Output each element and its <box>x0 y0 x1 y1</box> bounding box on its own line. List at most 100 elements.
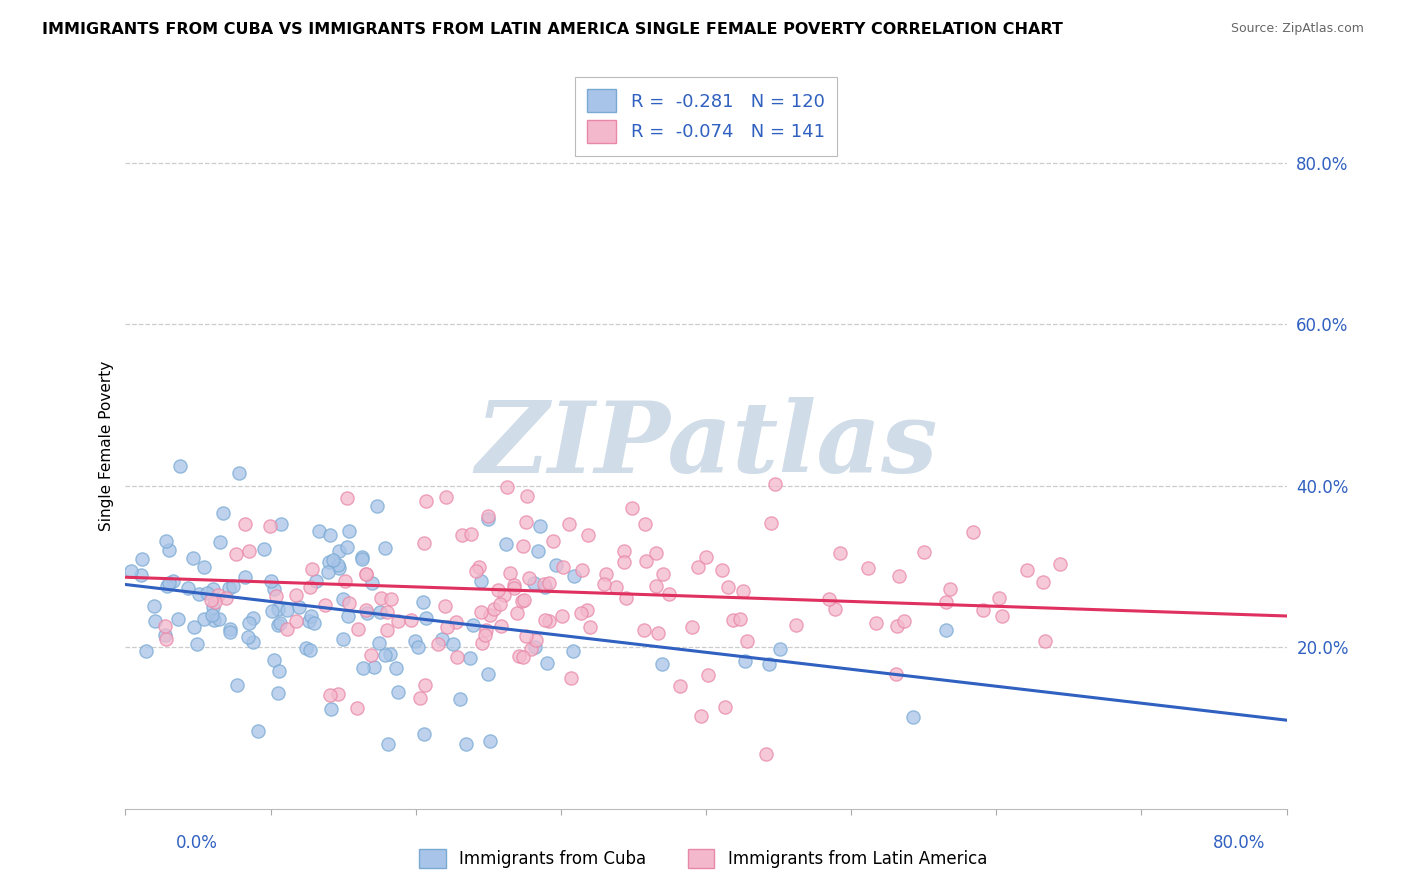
Point <box>162 574 184 588</box>
Point <box>681 620 703 634</box>
Point <box>527 544 550 558</box>
Point <box>558 516 581 531</box>
Point <box>336 540 359 554</box>
Point <box>551 609 574 624</box>
Point <box>242 611 264 625</box>
Point <box>492 588 515 602</box>
Point <box>579 620 602 634</box>
Point <box>202 614 225 628</box>
Point <box>368 636 391 650</box>
Point <box>520 642 543 657</box>
Point <box>319 688 342 702</box>
Point <box>380 591 402 606</box>
Point <box>865 615 887 630</box>
Point <box>356 567 378 582</box>
Point <box>495 537 517 551</box>
Point <box>551 560 574 574</box>
Point <box>901 710 924 724</box>
Point <box>479 607 502 622</box>
Point <box>935 623 957 637</box>
Point <box>887 569 910 583</box>
Point <box>658 587 681 601</box>
Point <box>193 612 215 626</box>
Legend: R =  -0.281   N = 120, R =  -0.074   N = 141: R = -0.281 N = 120, R = -0.074 N = 141 <box>575 77 838 155</box>
Point <box>299 642 322 657</box>
Point <box>366 499 388 513</box>
Point <box>238 615 260 630</box>
Point <box>912 545 935 559</box>
Point <box>478 734 501 748</box>
Point <box>409 690 432 705</box>
Point <box>645 545 668 559</box>
Point <box>299 609 322 624</box>
Point <box>269 615 291 630</box>
Point <box>755 747 778 762</box>
Point <box>155 534 177 549</box>
Point <box>474 628 496 642</box>
Point <box>157 543 180 558</box>
Point <box>294 641 316 656</box>
Point <box>477 509 499 524</box>
Point <box>413 678 436 692</box>
Point <box>620 501 643 516</box>
Point <box>186 637 208 651</box>
Point <box>1015 563 1038 577</box>
Point <box>571 606 593 620</box>
Point <box>884 667 907 681</box>
Point <box>734 654 756 668</box>
Point <box>686 559 709 574</box>
Point <box>546 558 568 572</box>
Point <box>183 620 205 634</box>
Text: IMMIGRANTS FROM CUBA VS IMMIGRANTS FROM LATIN AMERICA SINGLE FEMALE POVERTY CORR: IMMIGRANTS FROM CUBA VS IMMIGRANTS FROM … <box>42 22 1063 37</box>
Point <box>413 727 436 741</box>
Point <box>356 606 378 620</box>
Point <box>484 601 506 615</box>
Point <box>238 544 260 558</box>
Point <box>415 611 437 625</box>
Point <box>285 615 308 629</box>
Point <box>336 491 359 505</box>
Point <box>264 590 287 604</box>
Point <box>886 618 908 632</box>
Point <box>328 543 350 558</box>
Point <box>319 702 342 716</box>
Point <box>259 518 281 533</box>
Point <box>236 630 259 644</box>
Point <box>193 559 215 574</box>
Point <box>731 584 754 599</box>
Point <box>235 570 257 584</box>
Point <box>506 606 529 620</box>
Point <box>436 620 458 634</box>
Point <box>1049 558 1071 572</box>
Point <box>242 635 264 649</box>
Point <box>721 613 744 627</box>
Point <box>735 634 758 648</box>
Point <box>613 544 636 558</box>
Point <box>576 528 599 542</box>
Point <box>533 577 555 591</box>
Point <box>314 598 336 612</box>
Point <box>120 564 142 578</box>
Point <box>465 564 488 578</box>
Point <box>354 566 377 581</box>
Point <box>269 664 291 678</box>
Point <box>374 648 396 662</box>
Point <box>508 648 530 663</box>
Point <box>695 550 717 565</box>
Point <box>370 591 392 605</box>
Point <box>318 555 340 569</box>
Point <box>830 546 852 560</box>
Point <box>157 575 180 590</box>
Point <box>785 618 807 632</box>
Point <box>560 671 582 685</box>
Point <box>201 582 224 596</box>
Point <box>415 494 437 508</box>
Text: 80.0%: 80.0% <box>1213 834 1265 852</box>
Point <box>537 615 560 629</box>
Point <box>470 574 492 589</box>
Point <box>301 562 323 576</box>
Point <box>285 589 308 603</box>
Point <box>263 652 285 666</box>
Legend: Immigrants from Cuba, Immigrants from Latin America: Immigrants from Cuba, Immigrants from La… <box>412 842 994 875</box>
Point <box>374 541 396 555</box>
